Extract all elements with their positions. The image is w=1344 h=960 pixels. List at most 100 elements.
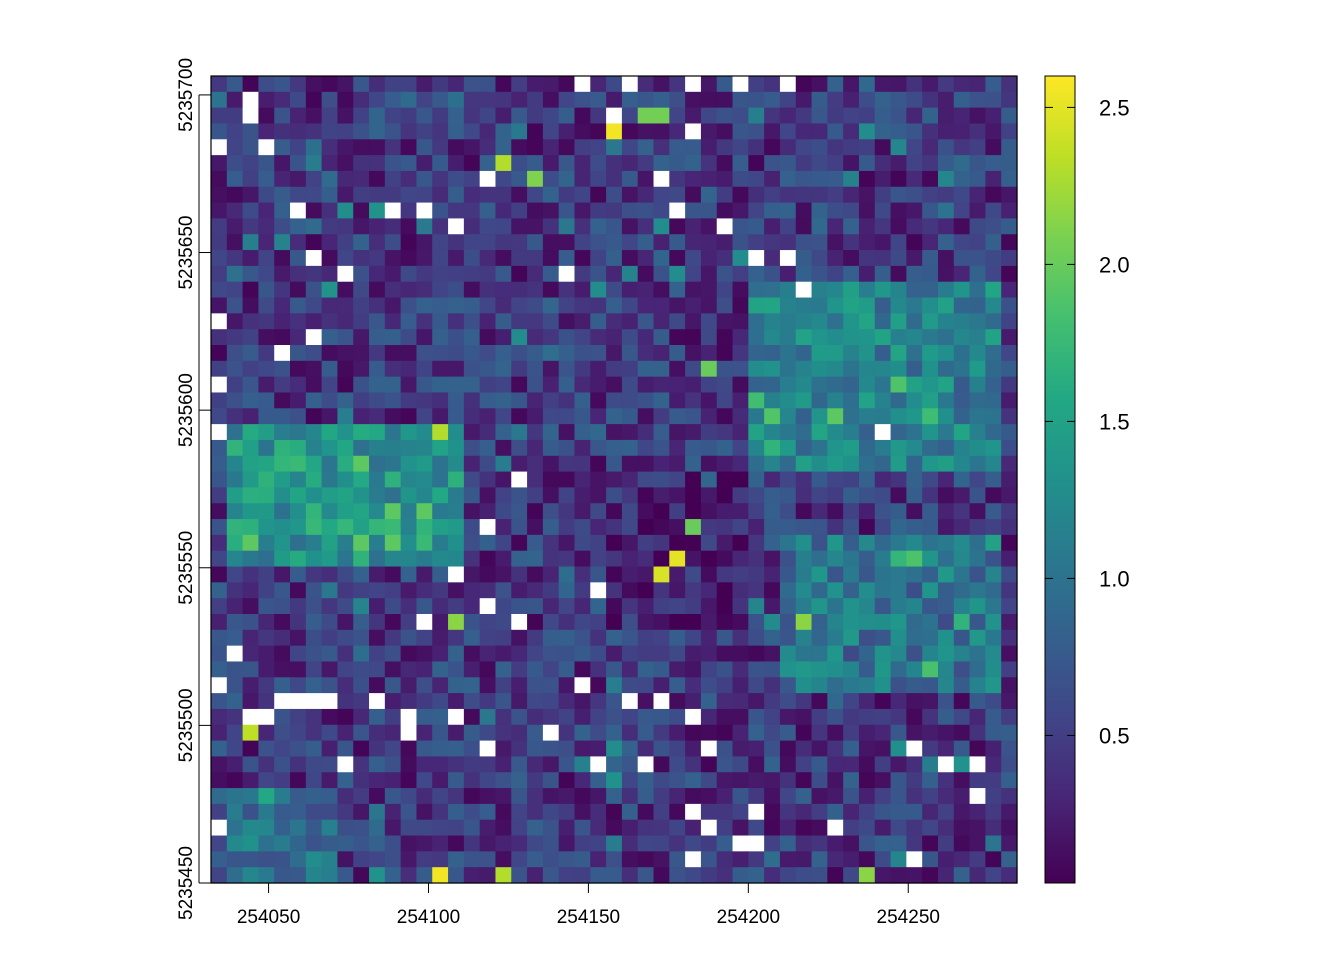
raster-cell: [685, 693, 702, 710]
raster-cell: [495, 851, 512, 868]
raster-cell: [258, 281, 275, 299]
raster-cell: [953, 519, 971, 536]
raster-cell: [463, 250, 481, 267]
raster-cell: [479, 598, 497, 615]
y-axis: 5235450523550052355505235600523565052357…: [176, 58, 211, 920]
raster-cell: [669, 677, 686, 694]
raster-cell: [226, 645, 244, 663]
raster-cell: [811, 503, 828, 520]
raster-cell: [795, 250, 813, 267]
raster-cell: [290, 803, 307, 821]
raster-cell: [779, 534, 797, 552]
raster-cell: [369, 740, 386, 758]
raster-cell: [685, 281, 702, 299]
raster-cell: [337, 661, 354, 678]
raster-cell: [369, 629, 386, 647]
colorbar-gradient: [1044, 75, 1076, 884]
raster-cell: [384, 534, 402, 552]
raster-cell: [843, 788, 860, 805]
raster-cell: [890, 234, 907, 251]
raster-cell: [985, 329, 1002, 346]
raster-cell: [242, 582, 260, 599]
raster-cell: [669, 629, 686, 647]
raster-cell: [305, 455, 323, 473]
raster-cell: [305, 835, 323, 852]
raster-cell: [400, 297, 418, 314]
raster-cell: [858, 186, 876, 204]
raster-cell: [685, 851, 702, 868]
raster-cell: [621, 281, 639, 299]
raster-cell: [795, 851, 813, 868]
raster-cell: [606, 408, 623, 425]
raster-cell: [542, 819, 560, 837]
raster-cell: [779, 708, 797, 726]
raster-cell: [416, 867, 433, 884]
raster-cell: [969, 740, 986, 758]
raster-cell: [874, 788, 892, 805]
raster-cell: [716, 867, 734, 884]
raster-cell: [226, 250, 244, 267]
raster-cell: [779, 376, 797, 394]
raster-cell: [795, 756, 813, 773]
raster-cell: [432, 408, 449, 425]
raster-cell: [937, 218, 955, 235]
raster-cell: [337, 550, 354, 568]
raster-cell: [416, 281, 433, 299]
raster-cell: [226, 392, 244, 409]
raster-cell: [242, 534, 260, 552]
raster-cell: [795, 123, 813, 140]
raster-cell: [621, 265, 639, 283]
raster-cell: [511, 740, 528, 758]
raster-cell: [448, 740, 465, 758]
raster-cell: [685, 76, 702, 93]
raster-cell: [226, 170, 244, 188]
raster-cell: [211, 614, 228, 631]
raster-cell: [321, 519, 339, 536]
raster-cell: [937, 392, 955, 409]
raster-cell: [558, 519, 576, 536]
raster-cell: [953, 740, 971, 758]
raster-cell: [606, 503, 623, 520]
raster-cell: [621, 629, 639, 647]
raster-cell: [321, 345, 339, 362]
raster-cell: [922, 376, 939, 394]
raster-cell: [290, 550, 307, 568]
raster-cell: [606, 598, 623, 615]
raster-cell: [242, 329, 260, 346]
raster-cell: [779, 598, 797, 615]
raster-cell: [1001, 740, 1018, 758]
raster-cell: [542, 424, 560, 441]
raster-cell: [321, 724, 339, 742]
raster-cell: [937, 645, 955, 663]
raster-cell: [369, 392, 386, 409]
raster-cell: [290, 234, 307, 251]
raster-cell: [669, 76, 686, 93]
raster-cell: [732, 566, 749, 583]
raster-cell: [827, 170, 844, 188]
raster-cell: [448, 835, 465, 852]
raster-cell: [858, 867, 876, 884]
raster-cell: [369, 218, 386, 235]
raster-cell: [779, 661, 797, 678]
raster-cell: [448, 170, 465, 188]
raster-cell: [700, 424, 718, 441]
raster-cell: [985, 91, 1002, 109]
raster-cell: [637, 835, 655, 852]
raster-cell: [795, 614, 813, 631]
raster-cell: [495, 835, 512, 852]
raster-cell: [558, 867, 576, 884]
raster-cell: [211, 265, 228, 283]
raster-cell: [779, 772, 797, 789]
raster-cell: [274, 851, 291, 868]
raster-cell: [384, 550, 402, 568]
raster-cell: [669, 645, 686, 663]
raster-cell: [542, 740, 560, 758]
raster-cell: [353, 788, 370, 805]
raster-cell: [242, 281, 260, 299]
raster-cell: [337, 439, 354, 457]
raster-cell: [906, 424, 923, 441]
raster-cell: [606, 76, 623, 93]
raster-cell: [290, 123, 307, 140]
raster-cell: [811, 170, 828, 188]
raster-cell: [353, 487, 370, 504]
